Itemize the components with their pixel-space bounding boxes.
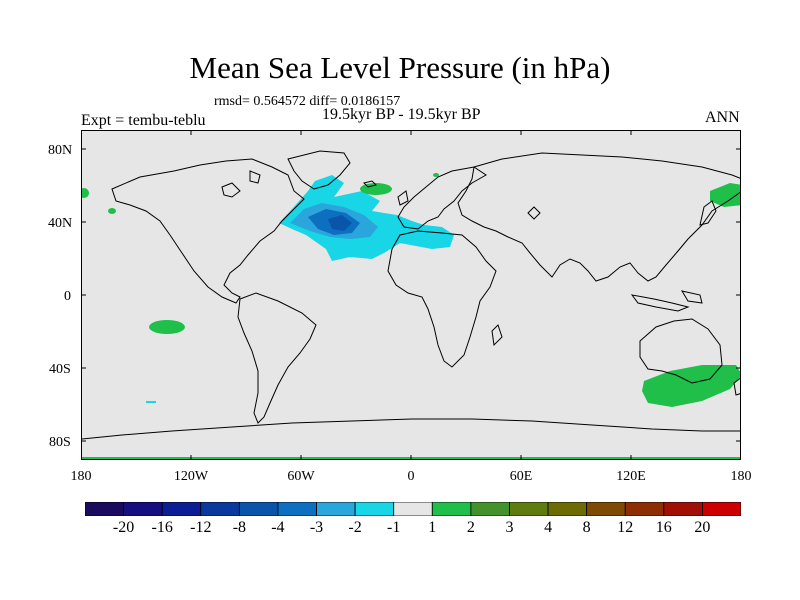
season-label: ANN: [705, 109, 740, 126]
colorbar-label: -2: [348, 519, 362, 536]
coastlines: [82, 150, 740, 440]
colorbar-label: 20: [694, 519, 711, 536]
stats-text: rmsd= 0.564572 diff= 0.0186157: [214, 94, 401, 109]
colorbar-label: -4: [271, 519, 285, 536]
colorbar-label: 16: [655, 519, 672, 536]
colorbar-label: -16: [151, 519, 173, 536]
colorbar-swatch: [470, 502, 510, 516]
colorbar-swatch: [354, 502, 395, 516]
lat-label-40s: 40S: [49, 362, 71, 377]
colorbar-swatch: [123, 502, 163, 516]
colorbar-label: -1: [387, 519, 401, 536]
lon-label-120e: 120E: [616, 469, 646, 484]
colorbar-label: -8: [232, 519, 247, 536]
colorbar-swatch: [85, 502, 124, 516]
plot-title: Mean Sea Level Pressure (in hPa): [189, 50, 611, 85]
lon-label-120w: 120W: [173, 469, 209, 484]
colorbar-label: 4: [544, 519, 553, 536]
colorbar: [85, 502, 741, 516]
colorbar-label: -20: [112, 519, 135, 536]
colorbar-label: 1: [428, 519, 437, 536]
colorbar-label: 2: [466, 519, 475, 536]
period-text: 19.5kyr BP - 19.5kyr BP: [322, 106, 481, 123]
colorbar-label: 3: [505, 519, 514, 536]
colorbar-swatch: [547, 502, 588, 516]
colorbar-swatch: [702, 502, 741, 516]
colorbar-swatch: [663, 502, 703, 516]
colorbar-label: 8: [582, 519, 591, 536]
lon-label-180w: 180: [70, 469, 92, 484]
map-svg: [82, 131, 740, 459]
colorbar-swatch: [277, 502, 317, 516]
colorbar-swatch: [393, 502, 433, 516]
lat-label-0: 0: [64, 289, 71, 304]
experiment-label: Expt = tembu-teblu: [81, 112, 206, 129]
colorbar-swatch: [624, 502, 665, 516]
colorbar-label: -3: [309, 519, 324, 536]
north-atlantic-low-anomaly: [279, 175, 454, 261]
lat-label-40n: 40N: [48, 216, 73, 231]
colorbar-label: 12: [617, 519, 634, 536]
lon-label-60e: 60E: [509, 469, 533, 484]
colorbar-swatch: [586, 502, 626, 516]
colorbar-swatch: [200, 502, 240, 516]
lat-label-80n: 80N: [48, 143, 73, 158]
lon-label-180e: 180: [730, 469, 752, 484]
colorbar-swatch: [161, 502, 202, 516]
colorbar-label: -12: [190, 519, 212, 536]
lon-label-60w: 60W: [287, 469, 315, 484]
map-panel: [81, 130, 741, 460]
colorbar-swatch: [431, 502, 472, 516]
colorbar-swatch: [316, 502, 356, 516]
colorbar-swatch: [238, 502, 279, 516]
small-neg-patch: [146, 401, 156, 403]
colorbar-swatch: [509, 502, 549, 516]
map-background: [82, 131, 740, 459]
lon-label-0: 0: [407, 469, 415, 484]
lat-label-80s: 80S: [49, 435, 71, 450]
